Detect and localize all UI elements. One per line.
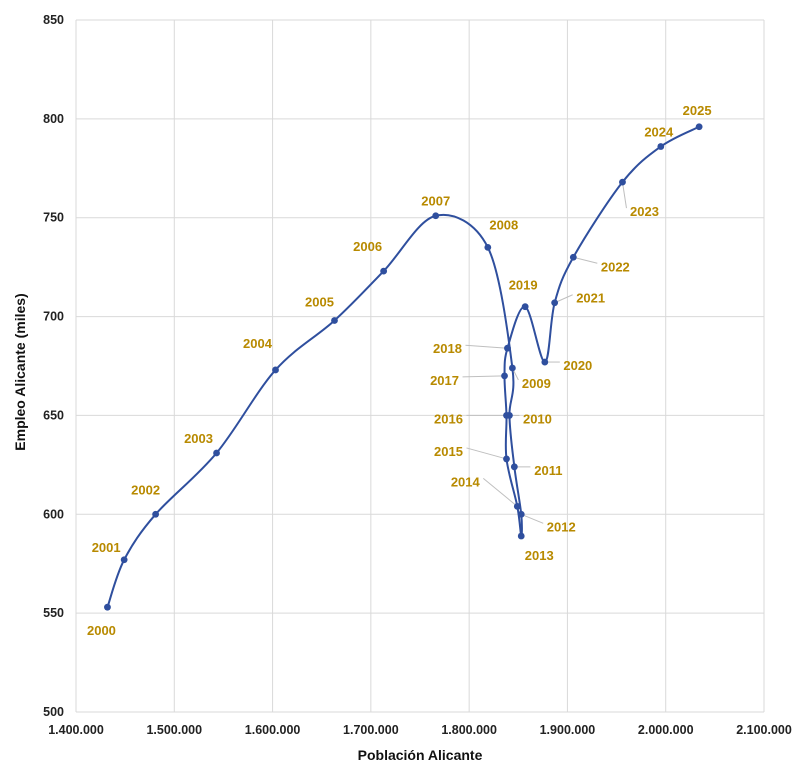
x-tick-label: 1.400.000: [48, 723, 104, 737]
leader-line: [466, 447, 507, 460]
point-label-2021: 2021: [576, 291, 605, 306]
data-point-2021: [551, 299, 559, 307]
series-line: [106, 125, 700, 608]
leader-line: [521, 513, 544, 524]
point-label-2012: 2012: [547, 519, 576, 534]
data-point-2003: [213, 449, 220, 457]
data-point-2002: [152, 510, 160, 518]
x-tick-label: 2.000.000: [638, 723, 694, 737]
data-point-2024: [657, 143, 665, 150]
data-point-2012: [517, 510, 525, 518]
data-point-2009: [508, 364, 516, 372]
point-label-2010: 2010: [523, 411, 552, 426]
x-axis-ticks: 1.400.000 1.500.000 1.600.000 1.700.000 1.80…: [48, 723, 792, 737]
y-tick-label: 850: [43, 13, 64, 27]
data-point-2006: [380, 267, 388, 275]
series-points: [104, 123, 703, 611]
data-point-2013: [517, 532, 525, 540]
point-labels: 2000 2001 2002 2003 2004 2005 2006 2007 2008 2009…: [87, 103, 712, 638]
point-label-2009: 2009: [522, 376, 551, 391]
leader-line: [465, 344, 508, 349]
point-label-2022: 2022: [601, 259, 630, 274]
y-tick-label: 550: [43, 606, 64, 620]
point-label-2007: 2007: [421, 194, 450, 209]
data-point-2018: [504, 344, 511, 352]
data-point-2025: [695, 123, 703, 131]
leader-line: [462, 375, 505, 378]
point-label-2004: 2004: [243, 336, 273, 351]
y-tick-label: 750: [43, 211, 64, 225]
data-point-2007: [432, 212, 440, 220]
grid: [75, 19, 765, 713]
data-point-2015: [503, 455, 510, 463]
y-tick-label: 500: [43, 705, 64, 719]
data-point-2019: [521, 303, 529, 311]
point-label-2001: 2001: [92, 540, 121, 555]
point-label-2015: 2015: [434, 444, 463, 459]
data-point-2022: [569, 253, 577, 261]
x-axis-title: Población Alicante: [358, 747, 483, 763]
y-tick-label: 600: [43, 507, 64, 521]
point-label-2011: 2011: [534, 463, 562, 478]
point-label-2016: 2016: [434, 411, 463, 426]
data-point-2004: [272, 366, 279, 374]
x-tick-label: 2.100.000: [736, 723, 792, 737]
y-tick-label: 650: [43, 408, 64, 422]
point-label-2003: 2003: [184, 431, 213, 446]
point-label-2005: 2005: [305, 295, 334, 310]
y-tick-label: 800: [43, 112, 64, 126]
x-tick-label: 1.600.000: [245, 723, 301, 737]
leader-line: [621, 182, 627, 209]
point-label-2013: 2013: [525, 548, 554, 563]
point-label-2025: 2025: [683, 103, 712, 118]
x-tick-label: 1.900.000: [540, 723, 596, 737]
leader-line: [482, 477, 518, 507]
point-label-2018: 2018: [433, 341, 462, 356]
data-point-2008: [484, 243, 492, 251]
point-label-2019: 2019: [509, 278, 538, 293]
data-point-2016: [503, 412, 510, 419]
y-tick-label: 700: [43, 310, 64, 324]
data-point-2014: [513, 502, 521, 510]
y-axis-ticks: 500 550 600 650 700 750 800 850: [43, 13, 64, 719]
x-tick-label: 1.500.000: [146, 723, 202, 737]
point-label-2000: 2000: [87, 623, 116, 638]
data-point-2020: [541, 358, 549, 366]
data-point-2001: [120, 556, 128, 564]
point-label-2024: 2024: [644, 125, 674, 140]
data-point-2000: [104, 603, 111, 611]
y-axis-title: Empleo Alicante (miles): [12, 293, 28, 450]
point-label-2020: 2020: [563, 358, 592, 373]
x-tick-label: 1.700.000: [343, 723, 399, 737]
point-label-2002: 2002: [131, 482, 160, 497]
data-point-2011: [510, 463, 518, 471]
data-point-2017: [501, 372, 508, 380]
leader-line: [573, 256, 598, 264]
x-tick-label: 1.800.000: [441, 723, 497, 737]
point-label-2008: 2008: [489, 217, 518, 232]
data-point-2005: [331, 317, 338, 324]
point-label-2023: 2023: [630, 204, 659, 219]
point-label-2014: 2014: [451, 474, 481, 489]
point-label-2017: 2017: [430, 373, 459, 388]
point-label-2006: 2006: [353, 239, 382, 254]
data-point-2023: [619, 178, 626, 186]
